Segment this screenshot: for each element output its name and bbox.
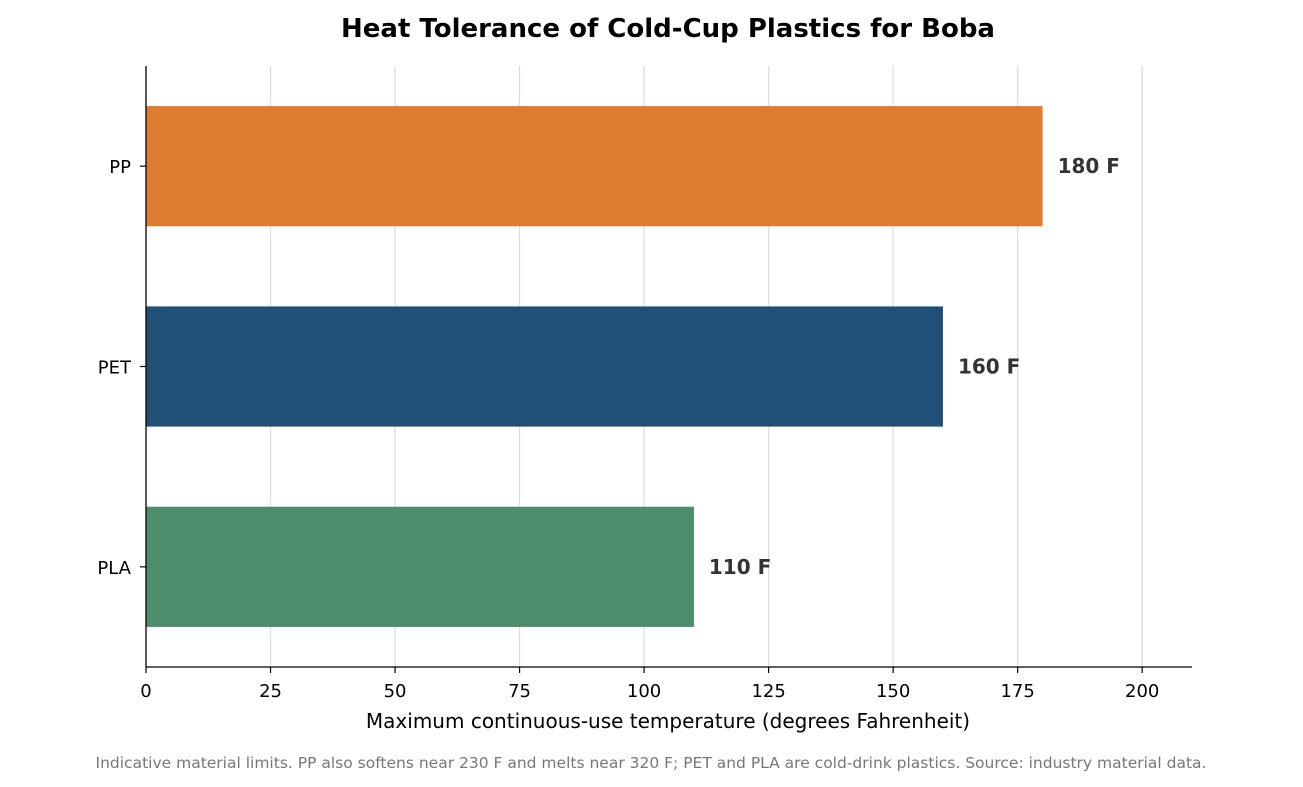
bar-pla xyxy=(146,506,694,627)
x-tick-label: 125 xyxy=(751,681,785,702)
y-axis-ticks: PP PET PLA xyxy=(97,157,146,579)
x-tick-label: 50 xyxy=(384,681,407,702)
data-label: 160 F xyxy=(958,355,1020,379)
footnote: Indicative material limits. PP also soft… xyxy=(96,754,1207,772)
x-axis-label: Maximum continuous-use temperature (degr… xyxy=(366,709,970,733)
data-label: 110 F xyxy=(709,555,771,579)
y-tick-label: PET xyxy=(98,358,132,379)
x-tick-label: 75 xyxy=(508,681,531,702)
x-tick-label: 200 xyxy=(1125,681,1159,702)
bars xyxy=(146,106,1043,627)
x-tick-label: 100 xyxy=(627,681,661,702)
x-tick-label: 175 xyxy=(1000,681,1034,702)
bar-pet xyxy=(146,306,943,427)
data-label: 180 F xyxy=(1058,154,1120,178)
bar-pp xyxy=(146,106,1043,227)
data-labels: 180 F 160 F 110 F xyxy=(709,154,1120,579)
x-tick-label: 0 xyxy=(140,681,151,702)
x-tick-label: 150 xyxy=(876,681,910,702)
chart-title: Heat Tolerance of Cold-Cup Plastics for … xyxy=(341,14,995,44)
x-tick-label: 25 xyxy=(259,681,282,702)
y-tick-label: PLA xyxy=(97,558,131,579)
x-axis-ticks: 0 25 50 75 100 125 150 175 200 xyxy=(140,667,1159,702)
y-tick-label: PP xyxy=(109,157,131,178)
